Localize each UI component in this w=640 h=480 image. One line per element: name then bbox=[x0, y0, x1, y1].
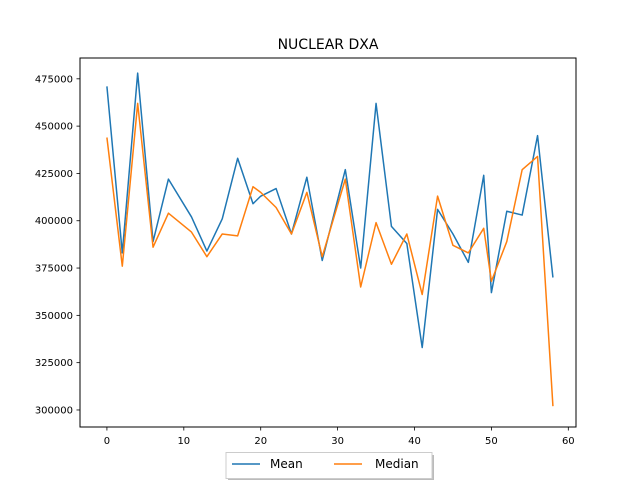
x-tick-label: 50 bbox=[485, 436, 498, 447]
legend: Mean Median bbox=[225, 452, 434, 480]
chart-title: NUCLEAR DXA bbox=[278, 37, 379, 53]
legend-label-mean: Mean bbox=[270, 457, 303, 471]
legend-box bbox=[225, 452, 433, 479]
y-tick-label: 425000 bbox=[35, 169, 73, 180]
y-tick-label: 375000 bbox=[35, 264, 73, 275]
y-tick-label: 325000 bbox=[35, 358, 73, 369]
y-tick-label: 400000 bbox=[35, 216, 73, 227]
x-tick-label: 30 bbox=[331, 436, 344, 447]
series-layer bbox=[106, 72, 554, 407]
x-tick-label: 40 bbox=[408, 436, 421, 447]
axis-layer: 0 10 20 30 40 50 60 300000 325000 350000 375000 400… bbox=[35, 74, 575, 447]
y-tick-label: 300000 bbox=[35, 405, 73, 416]
x-tick-label: 60 bbox=[562, 436, 575, 447]
plot-area-frame bbox=[79, 57, 577, 428]
y-tick-label: 450000 bbox=[35, 122, 73, 133]
x-tick-label: 0 bbox=[104, 436, 110, 447]
x-tick-label: 20 bbox=[254, 436, 267, 447]
x-tick-label: 10 bbox=[177, 436, 190, 447]
y-tick-label: 350000 bbox=[35, 311, 73, 322]
y-tick-label: 475000 bbox=[35, 74, 73, 85]
series-line-median bbox=[106, 102, 554, 407]
series-line-mean bbox=[106, 72, 554, 349]
legend-label-median: Median bbox=[375, 457, 419, 471]
